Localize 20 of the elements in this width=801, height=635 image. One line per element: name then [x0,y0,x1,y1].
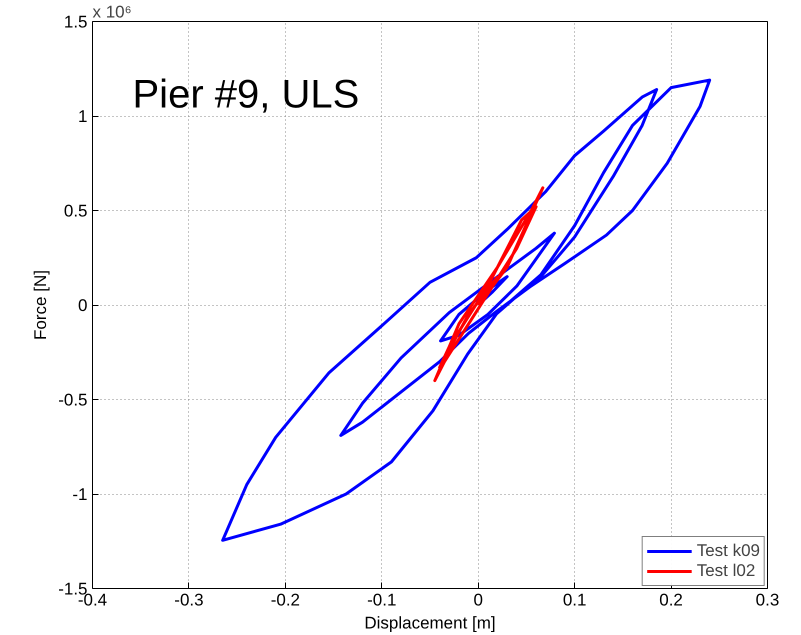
legend-label: Test l02 [696,561,756,581]
x-tick-label: -0.2 [270,590,300,610]
text: x 10⁶ [92,2,132,22]
y-tick-label: 0.5 [64,202,88,220]
x-tick-label: 0 [473,590,483,610]
y-tick-label: 1.5 [64,12,88,32]
x-axis-title: Displacement [m] [364,614,496,632]
line-series [433,186,544,382]
x-tick-label: -0.1 [367,590,396,610]
text: Pier #9, ULS [132,72,360,116]
x-tick-label: 0.3 [756,590,780,610]
x-tick-label: -0.3 [174,590,204,610]
legend-label: Test k09 [696,541,760,561]
y-tick-label: -1 [72,485,88,504]
y-tick-label: -0.5 [58,390,88,410]
y-tick-label: 1 [78,107,88,126]
x-tick-label: 0.2 [659,590,683,610]
y-axis-title: Force [N] [31,270,50,340]
x-tick-label: 0.1 [562,590,586,610]
y-tick-label: 0 [78,296,88,315]
